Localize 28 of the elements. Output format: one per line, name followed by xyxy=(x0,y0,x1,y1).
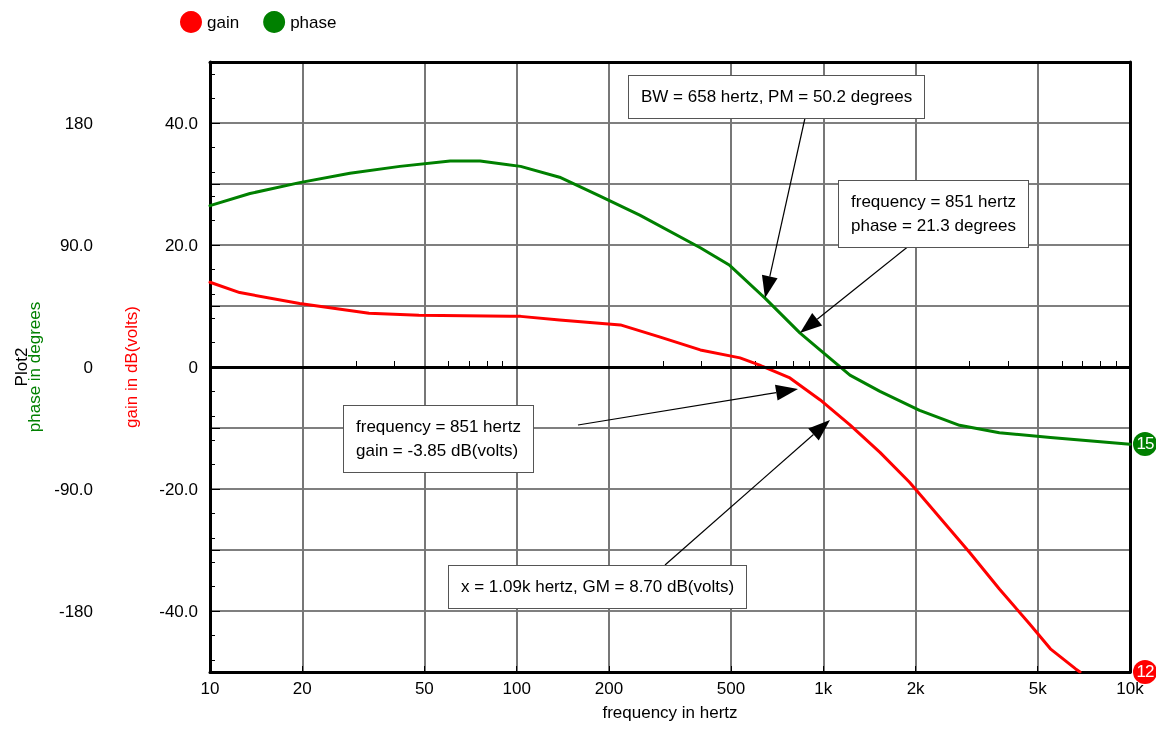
x-tick-label: 2k xyxy=(906,679,926,698)
y-axis-title: gain in dB(volts) xyxy=(122,306,141,428)
y-tick-label: 0 xyxy=(188,357,198,377)
text: 15 xyxy=(1133,432,1156,457)
legend-label: phase xyxy=(290,12,337,32)
x-tick-label: 500 xyxy=(716,679,746,698)
annotation: frequency = 851 hertz phase = 21.3 degrees xyxy=(838,180,1029,248)
x-axis-title: frequency in hertz xyxy=(602,703,738,722)
x-tick-label: 5k xyxy=(1028,679,1048,698)
y-tick-label: 40.0 xyxy=(164,113,198,133)
x-tick-label: 1k xyxy=(814,679,833,698)
x-tick-label: 10 xyxy=(200,679,220,698)
y-tick-label: -20.0 xyxy=(159,479,198,499)
annotation: frequency = 851 hertz gain = -3.85 dB(volts) xyxy=(343,405,534,473)
annotation: x = 1.09k hertz, GM = 8.70 dB(volts) xyxy=(448,565,748,609)
y-tick-label: -40.0 xyxy=(159,601,198,621)
y2-tick-label: 0 xyxy=(83,357,93,377)
y2-tick-label: -180 xyxy=(58,601,93,621)
y2-tick-label: -90.0 xyxy=(54,479,93,499)
x-tick-label: 100 xyxy=(502,679,531,698)
annotation: BW = 658 hertz, PM = 50.2 degrees xyxy=(628,75,926,119)
y2-tick-label: 90.0 xyxy=(59,235,93,255)
x-tick-label: 200 xyxy=(594,679,624,698)
legend-label: gain xyxy=(207,12,240,32)
y2-tick-label: 180 xyxy=(64,113,93,133)
x-tick-label: 50 xyxy=(414,679,434,698)
x-tick-label: 20 xyxy=(292,679,312,698)
y-tick-label: 20.0 xyxy=(164,235,198,255)
